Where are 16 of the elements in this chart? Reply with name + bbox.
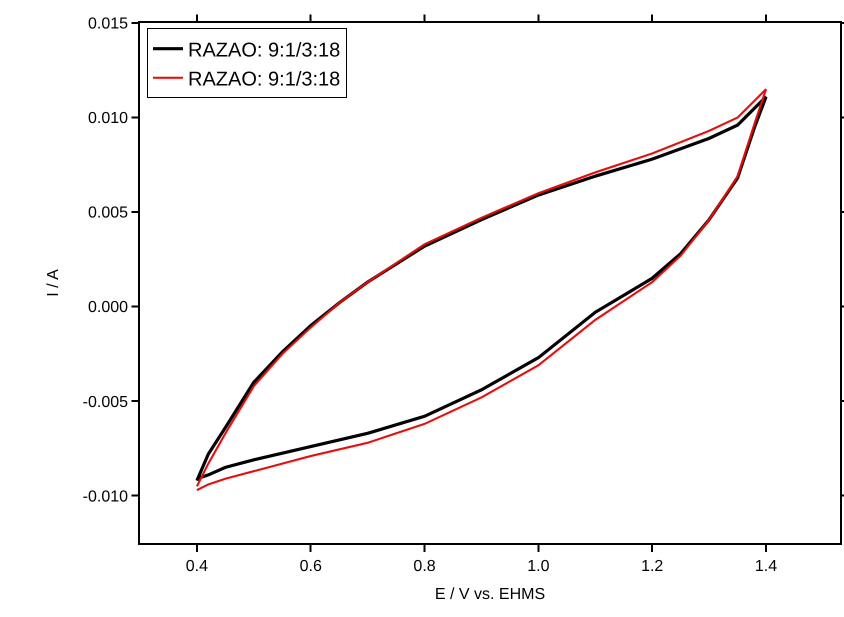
legend-label: RAZAO: 9:1/3:18 (188, 40, 340, 62)
x-tick-label: 0.8 (413, 558, 436, 575)
y-tick-label: -0.010 (82, 488, 128, 506)
x-tick-label: 0.6 (300, 558, 322, 575)
x-tick-label: 0.4 (186, 558, 208, 575)
x-tick-label: 1.2 (641, 558, 664, 575)
y-tick-label: 0.010 (88, 110, 128, 128)
legend-label: RAZAO: 9:1/3:18 (188, 68, 340, 90)
x-axis-title: E / V vs. EHMS (434, 586, 546, 604)
y-axis-title: I / A (45, 268, 62, 297)
x-tick-label: 1.4 (754, 558, 778, 575)
x-tick-label: 1.0 (527, 558, 550, 575)
y-tick-label: 0.015 (88, 16, 128, 33)
y-tick-label: 0.000 (88, 299, 128, 316)
y-tick-label: -0.005 (82, 394, 128, 411)
y-tick-label: 0.005 (88, 204, 128, 222)
